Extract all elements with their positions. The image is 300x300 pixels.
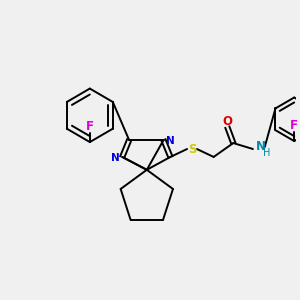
Text: F: F [290, 119, 298, 132]
Text: N: N [111, 153, 120, 163]
Text: N: N [166, 136, 175, 146]
Text: H: H [263, 148, 270, 158]
Text: O: O [222, 115, 233, 128]
Text: S: S [188, 142, 196, 155]
Text: N: N [256, 140, 266, 152]
Text: F: F [86, 120, 94, 133]
